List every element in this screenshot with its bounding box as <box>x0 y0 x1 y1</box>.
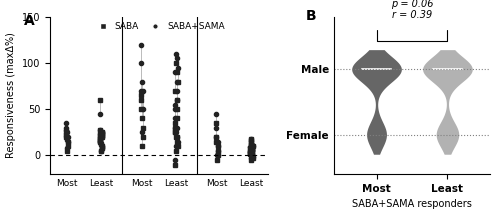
Text: p = 0.06
r = 0.39: p = 0.06 r = 0.39 <box>390 0 433 20</box>
Y-axis label: Responsiveness (maxΔ%): Responsiveness (maxΔ%) <box>6 32 16 158</box>
X-axis label: SABA+SAMA responders: SABA+SAMA responders <box>352 199 472 209</box>
Text: B: B <box>306 9 316 23</box>
Text: A: A <box>24 14 34 28</box>
Legend: SABA, SABA+SAMA: SABA, SABA+SAMA <box>90 18 228 35</box>
